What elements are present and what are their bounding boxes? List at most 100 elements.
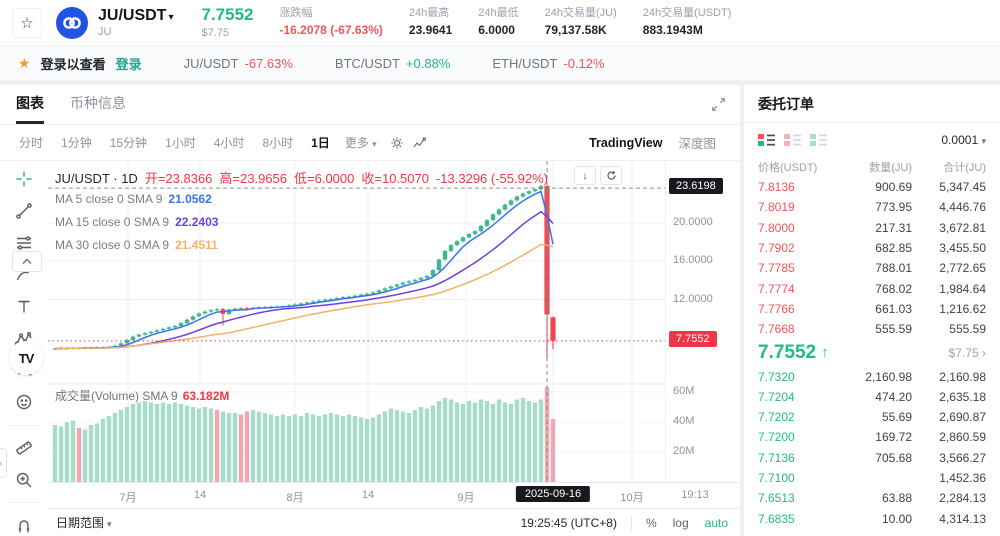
high-value: 23.9641 bbox=[408, 22, 453, 37]
date-range-selector[interactable]: 日期范围 ▾ bbox=[56, 516, 112, 530]
last-price-badge: 7.7552 bbox=[669, 331, 717, 347]
magnet-tool-icon[interactable] bbox=[13, 515, 35, 536]
ask-row[interactable]: 7.8136 900.69 5,347.45 bbox=[758, 180, 986, 195]
ask-row[interactable]: 7.7668 555.59 555.59 bbox=[758, 322, 986, 337]
timeframe-button[interactable]: 15分钟 bbox=[109, 136, 148, 150]
last-price-row[interactable]: 7.7552 ↑ $7.75 › bbox=[744, 339, 1000, 366]
ma-legend-row: MA 15 close 0 SMA 9 22.2403 bbox=[55, 215, 219, 229]
collapse-legend-button[interactable] bbox=[12, 251, 42, 272]
timeframe-button[interactable]: 1日 bbox=[311, 136, 330, 150]
ticker-eth-usdt[interactable]: ETH/USDT -0.12% bbox=[492, 55, 605, 71]
star-icon: ★ bbox=[18, 54, 31, 71]
change-label: 涨跌幅 bbox=[279, 7, 313, 20]
axis-tick: 40M bbox=[673, 415, 695, 427]
ticker-btc-usdt[interactable]: BTC/USDT +0.88% bbox=[334, 55, 451, 71]
login-bar: ★ 登录以查看 登录 JU/USDT -67.63% BTC/USDT +0.88% E… bbox=[0, 45, 1000, 81]
chevron-down-icon: ▾ bbox=[372, 139, 377, 149]
percent-scale-button[interactable]: % bbox=[645, 515, 657, 530]
ask-row[interactable]: 7.7785 788.01 2,772.65 bbox=[758, 261, 986, 276]
ask-row[interactable]: 7.7902 682.85 3,455.50 bbox=[758, 241, 986, 256]
text-tool-icon[interactable] bbox=[13, 296, 35, 317]
precision-dropdown[interactable]: 0.0001 ▾ bbox=[941, 133, 986, 147]
emoji-tool-icon[interactable] bbox=[13, 392, 35, 413]
ticker-ju-usdt[interactable]: JU/USDT -67.63% bbox=[183, 55, 293, 71]
fullscreen-icon[interactable] bbox=[711, 97, 726, 112]
log-scale-button[interactable]: log bbox=[672, 515, 689, 530]
ohlc-legend: JU/USDT · 1D 开=23.8366 高=23.9656 低=6.0000 收=… bbox=[55, 171, 548, 186]
date-tick: 7月 bbox=[119, 492, 137, 504]
timeframe-button[interactable]: 分时 bbox=[19, 136, 44, 150]
chart-settings-gear-icon[interactable] bbox=[389, 135, 405, 151]
pair-subtitle: JU bbox=[98, 26, 112, 39]
date-axis[interactable]: 2025-09-16 7月 14 8月 14 9月 10月 19:13 bbox=[48, 482, 740, 508]
timeframe-button[interactable]: 8小时 bbox=[262, 136, 294, 150]
orderbook-controls: 0.0001 ▾ bbox=[744, 123, 1000, 157]
divider bbox=[630, 515, 632, 530]
bid-row[interactable]: 7.7320 2,160.98 2,160.98 bbox=[758, 369, 986, 384]
indicator-icon[interactable] bbox=[411, 135, 428, 151]
book-last-price: 7.7552 bbox=[758, 341, 817, 363]
volume-legend: 成交量(Volume) SMA 9 63.182M bbox=[55, 389, 230, 403]
pair-selector[interactable]: JU/USDT ▾ bbox=[98, 6, 174, 24]
ruler-tool-icon[interactable] bbox=[13, 438, 35, 459]
auto-scale-button[interactable]: auto bbox=[704, 515, 728, 530]
ask-row[interactable]: 7.8019 773.95 4,446.76 bbox=[758, 200, 986, 215]
ma-legend-row: MA 5 close 0 SMA 9 21.0562 bbox=[55, 192, 212, 206]
orderbook-columns: 价格(USDT) 数量(JU) 合计(JU) bbox=[758, 162, 986, 174]
bid-row[interactable]: 7.7100 1,452.36 bbox=[758, 471, 986, 485]
trendline-tool-icon[interactable] bbox=[13, 201, 35, 222]
orderbook-title: 委托订单 bbox=[744, 85, 1000, 123]
book-view-bids-icon[interactable] bbox=[810, 133, 827, 147]
price-up-arrow-icon: ↑ bbox=[821, 344, 829, 362]
price-chart[interactable] bbox=[48, 161, 665, 482]
tradingview-watermark: TV bbox=[9, 341, 43, 375]
crosshair-tool-icon[interactable] bbox=[13, 169, 35, 190]
ask-row[interactable]: 7.8000 217.31 3,672.81 bbox=[758, 220, 986, 235]
login-link[interactable]: 登录 bbox=[115, 56, 142, 72]
book-view-both-icon[interactable] bbox=[758, 133, 775, 147]
ask-row[interactable]: 7.7774 768.02 1,984.64 bbox=[758, 281, 986, 296]
toolbar-divider bbox=[9, 424, 39, 426]
change-value: -16.2078 (-67.63%) bbox=[279, 22, 383, 37]
coin-logo-glyph bbox=[63, 16, 81, 29]
axis-tick: 20M bbox=[673, 445, 695, 457]
volume-base-label: 24h交易量(JU) bbox=[544, 7, 617, 20]
low-label: 24h最低 bbox=[478, 7, 519, 20]
favorite-star-icon[interactable]: ☆ bbox=[12, 7, 42, 38]
crosshair-date-badge: 2025-09-16 bbox=[515, 486, 591, 502]
depth-chart-button[interactable]: 深度图 bbox=[678, 137, 716, 151]
timeframe-toolbar: 分时 1分钟 15分钟 1小时 4小时 8小时 1日 更多 ▾ TradingView 深度… bbox=[0, 125, 740, 161]
toolbar-collapse-handle[interactable]: ‹ bbox=[0, 448, 7, 478]
bid-row[interactable]: 7.7202 55.69 2,690.87 bbox=[758, 410, 986, 425]
bid-row[interactable]: 7.7204 474.20 2,635.18 bbox=[758, 389, 986, 404]
bid-row[interactable]: 7.7136 705.68 3,566.27 bbox=[758, 450, 986, 465]
tab-chart[interactable]: 图表 bbox=[16, 85, 44, 124]
timeframe-button[interactable]: 4小时 bbox=[213, 136, 245, 150]
bid-row[interactable]: 7.6513 63.88 2,284.13 bbox=[758, 491, 986, 506]
tab-coin-info[interactable]: 币种信息 bbox=[70, 95, 126, 111]
price-axis[interactable]: 23.6198 7.7552 20.0000 16.0000 12.0000 60M 4… bbox=[665, 161, 740, 482]
crosshair-price-badge: 23.6198 bbox=[669, 178, 723, 194]
chart-bottom-bar: 日期范围 ▾ 19:25:45 (UTC+8) % log auto bbox=[48, 508, 740, 536]
toolbar-divider bbox=[9, 502, 39, 504]
timeframe-button[interactable]: 1分钟 bbox=[61, 136, 92, 150]
book-last-usd[interactable]: $7.75 › bbox=[948, 345, 986, 360]
bid-row[interactable]: 7.6835 10.00 4,314.13 bbox=[758, 511, 986, 526]
clock[interactable]: 19:25:45 (UTC+8) bbox=[520, 515, 617, 530]
scroll-to-latest-button[interactable]: ↓ bbox=[574, 166, 596, 185]
volume-quote-label: 24h交易量(USDT) bbox=[642, 7, 732, 20]
zoom-in-tool-icon[interactable] bbox=[13, 469, 35, 490]
header: ☆ JU/USDT ▾ JU 7.7552 $7.75 涨跌幅 -16.2078 … bbox=[0, 0, 1000, 45]
ask-row[interactable]: 7.7766 661.03 1,216.62 bbox=[758, 301, 986, 316]
timeframe-more-button[interactable]: 更多 ▾ bbox=[344, 136, 377, 150]
chart-panel: 图表 币种信息 分时 1分钟 15分钟 1小时 4小时 8小时 1日 更多 ▾ bbox=[0, 85, 740, 536]
tradingview-label[interactable]: TradingView bbox=[589, 135, 663, 150]
book-view-asks-icon[interactable] bbox=[784, 133, 801, 147]
axis-tick: 12.0000 bbox=[673, 292, 713, 305]
reset-chart-button[interactable] bbox=[600, 166, 622, 185]
timeframe-button[interactable]: 1小时 bbox=[165, 136, 196, 150]
countdown-label: 19:13 bbox=[681, 489, 709, 501]
bid-row[interactable]: 7.7200 169.72 2,860.59 bbox=[758, 430, 986, 445]
volume-base-value: 79,137.58K bbox=[544, 22, 607, 37]
fib-retracement-tool-icon[interactable] bbox=[13, 233, 35, 254]
